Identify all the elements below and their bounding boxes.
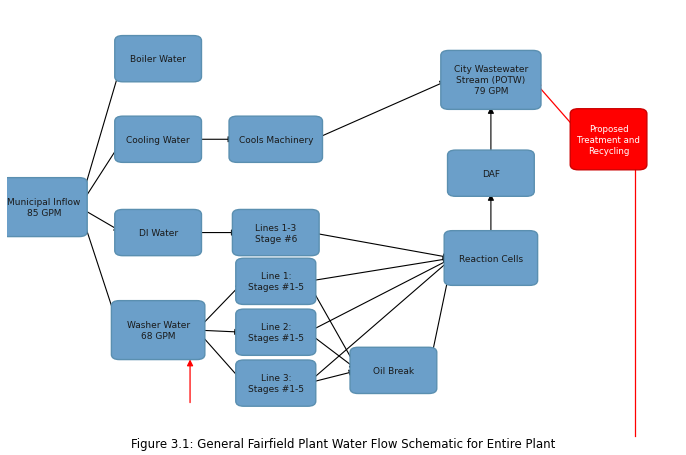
FancyBboxPatch shape xyxy=(233,210,319,256)
Text: Line 3:
Stages #1-5: Line 3: Stages #1-5 xyxy=(248,373,304,393)
FancyBboxPatch shape xyxy=(236,258,316,305)
Text: City Wastewater
Stream (POTW)
79 GPM: City Wastewater Stream (POTW) 79 GPM xyxy=(453,65,528,96)
Text: Proposed
Treatment and
Recycling: Proposed Treatment and Recycling xyxy=(577,124,640,156)
FancyBboxPatch shape xyxy=(1,178,87,237)
FancyBboxPatch shape xyxy=(115,36,202,83)
Text: Figure 3.1: General Fairfield Plant Water Flow Schematic for Entire Plant: Figure 3.1: General Fairfield Plant Wate… xyxy=(131,436,555,450)
Text: Reaction Cells: Reaction Cells xyxy=(459,254,523,263)
FancyBboxPatch shape xyxy=(115,117,202,163)
FancyBboxPatch shape xyxy=(447,151,534,197)
FancyBboxPatch shape xyxy=(111,301,205,360)
FancyBboxPatch shape xyxy=(350,348,437,394)
FancyBboxPatch shape xyxy=(115,210,202,256)
Text: DAF: DAF xyxy=(482,169,500,178)
FancyBboxPatch shape xyxy=(236,309,316,355)
FancyBboxPatch shape xyxy=(444,231,538,286)
FancyBboxPatch shape xyxy=(236,360,316,406)
FancyBboxPatch shape xyxy=(229,117,322,163)
Text: Cooling Water: Cooling Water xyxy=(126,136,190,144)
Text: Oil Break: Oil Break xyxy=(373,366,414,375)
Text: Washer Water
68 GPM: Washer Water 68 GPM xyxy=(126,320,190,340)
Text: DI Water: DI Water xyxy=(139,228,178,238)
Text: Line 2:
Stages #1-5: Line 2: Stages #1-5 xyxy=(248,323,304,343)
Text: Line 1:
Stages #1-5: Line 1: Stages #1-5 xyxy=(248,272,304,292)
Text: Municipal Inflow
85 GPM: Municipal Inflow 85 GPM xyxy=(7,197,80,217)
Text: Boiler Water: Boiler Water xyxy=(130,55,186,64)
Text: Cools Machinery: Cools Machinery xyxy=(239,136,313,144)
Text: Lines 1-3
Stage #6: Lines 1-3 Stage #6 xyxy=(255,223,297,243)
FancyBboxPatch shape xyxy=(441,51,541,110)
FancyBboxPatch shape xyxy=(570,110,647,171)
